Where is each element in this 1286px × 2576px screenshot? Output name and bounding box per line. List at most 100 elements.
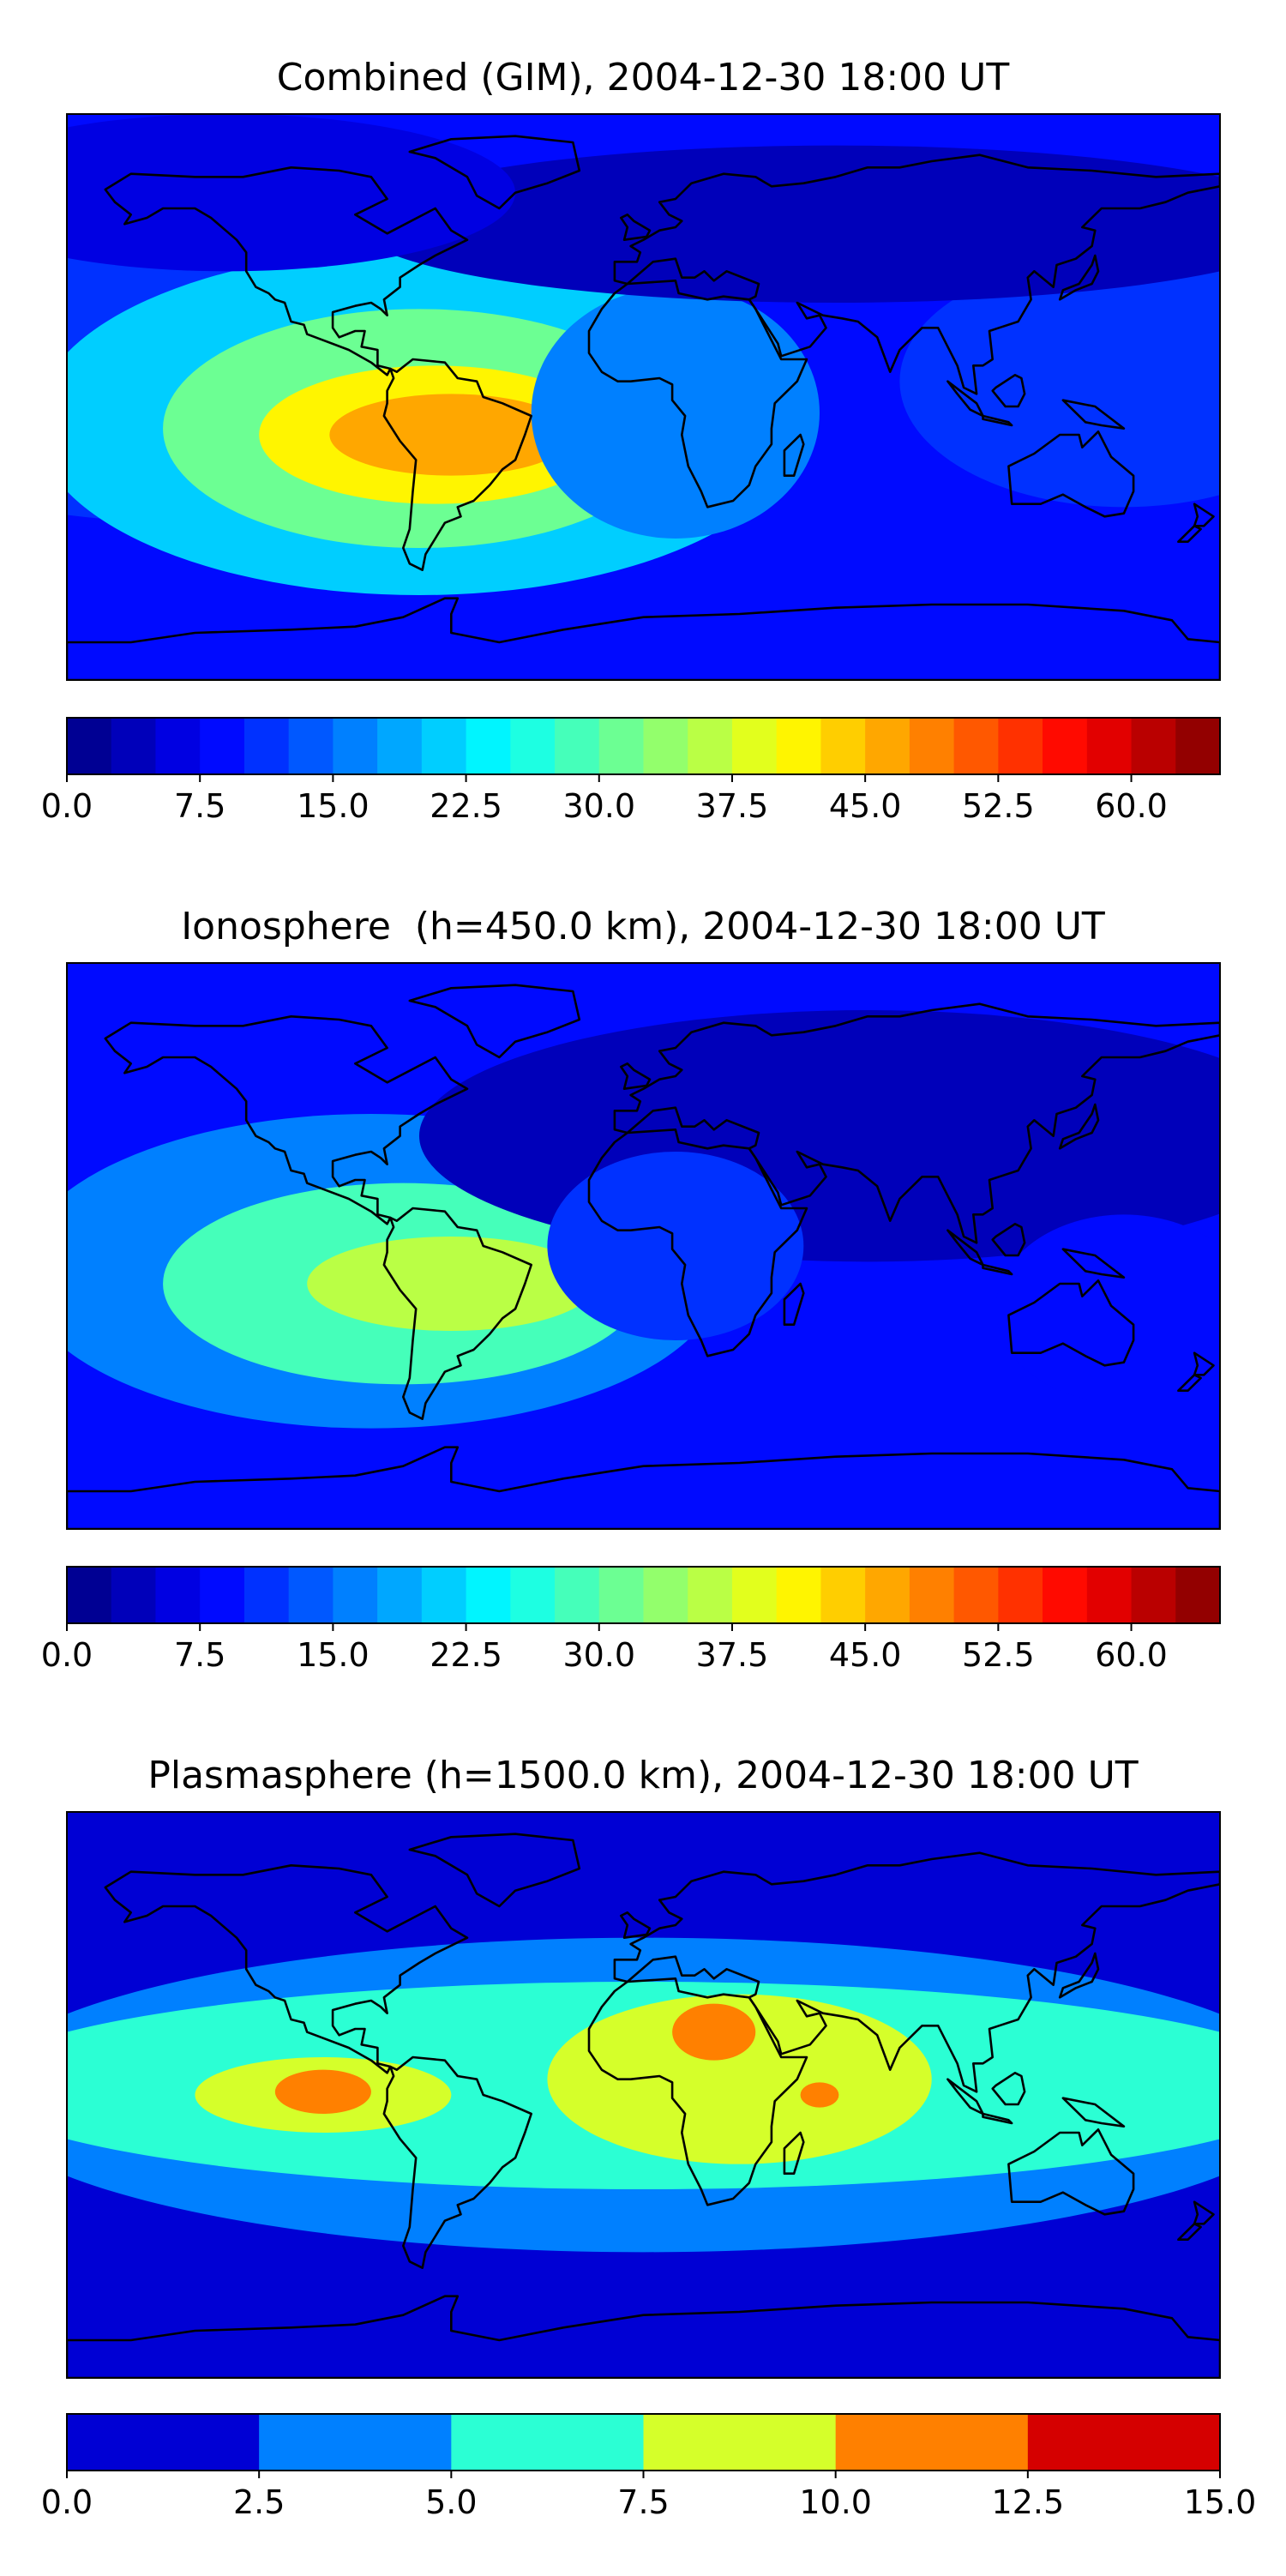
- coastline: [1061, 399, 1126, 430]
- colorbar-segment: [776, 1567, 822, 1623]
- colorbar-segment: [288, 1567, 334, 1623]
- coastline: [946, 1229, 984, 1267]
- colorbar-segment: [820, 718, 866, 774]
- colorbar-segment: [510, 718, 556, 774]
- colorbar-segment: [835, 2414, 1029, 2471]
- colorbar-tick-label: 45.0: [829, 787, 902, 825]
- coastline: [620, 1911, 652, 1939]
- coastline: [1007, 1279, 1135, 1367]
- coastline: [1193, 2200, 1215, 2225]
- colorbar-segment: [155, 718, 201, 774]
- colorbar-segment: [466, 718, 511, 774]
- colorbar-segment: [259, 2414, 452, 2471]
- colorbar-tick-label: 15.0: [297, 787, 370, 825]
- ionosphere-colorbar: 0.0 7.5 15.0 22.5 30.0 37.5 45.0 52.5 60.0: [41, 1566, 1221, 1674]
- colorbar-segment: [1131, 1567, 1176, 1623]
- plasmasphere-panel: Plasmasphere (h=1500.0 km), 2004-12-30 1…: [41, 1754, 1257, 2521]
- colorbar-tick-label: 15.0: [297, 1636, 370, 1674]
- colorbar-segment: [111, 1567, 157, 1623]
- colorbar-segment: [998, 718, 1043, 774]
- colorbar-segment: [1043, 718, 1088, 774]
- coastline: [783, 433, 805, 477]
- colorbar-segment: [333, 1567, 378, 1623]
- colorbar-segment: [377, 718, 423, 774]
- colorbar-segment: [67, 2414, 260, 2471]
- map-frame: [66, 962, 1221, 1530]
- colorbar-segment: [243, 718, 290, 774]
- field-contour-region: [547, 1994, 932, 2164]
- coastline: [1193, 503, 1215, 527]
- colorbar-segment: [111, 718, 157, 774]
- colorbar-segment: [776, 718, 822, 774]
- colorbar-tick-label: 30.0: [562, 1636, 635, 1674]
- colorbar-segment: [288, 718, 334, 774]
- coastline: [382, 1207, 532, 1420]
- colorbar-segment: [1175, 718, 1221, 774]
- colorbar-segment: [466, 1567, 511, 1623]
- colorbar-tick-label: 60.0: [1095, 1636, 1168, 1674]
- coastline: [1177, 1374, 1202, 1392]
- colorbar-segment: [421, 1567, 467, 1623]
- colorbar-segment: [953, 1567, 999, 1623]
- combined-gim-map: [66, 113, 1221, 681]
- colorbar-tick-label: 45.0: [829, 1636, 902, 1674]
- coastline: [408, 984, 581, 1059]
- coastline: [587, 1977, 808, 2206]
- colorbar-segment: [451, 2414, 645, 2471]
- colorbar-tick-label: 15.0: [1184, 2483, 1257, 2521]
- colorbar-segment: [243, 1567, 290, 1623]
- colorbar-tick-label: 12.5: [992, 2483, 1065, 2521]
- coastline: [104, 1015, 469, 1225]
- colorbar-segment: [820, 1567, 866, 1623]
- coastline: [1007, 430, 1135, 518]
- coastline: [991, 374, 1026, 408]
- colorbar-segment: [1086, 718, 1133, 774]
- colorbar-tick-label: 0.0: [41, 787, 93, 825]
- colorbar-tick-label: 22.5: [430, 1636, 502, 1674]
- field-contour-region: [899, 256, 1220, 508]
- coastline: [408, 135, 581, 210]
- coastlines: [67, 1833, 1220, 2378]
- coastline: [783, 1282, 805, 1326]
- colorbar-segment: [333, 718, 378, 774]
- coastlines: [67, 135, 1220, 680]
- ionosphere-panel: Ionosphere (h=450.0 km), 2004-12-30 18:0…: [41, 905, 1221, 1674]
- colorbar-segment: [200, 718, 245, 774]
- field-contour-region: [67, 114, 515, 272]
- colorbar-tick-label: 5.0: [425, 2483, 477, 2521]
- colorbar-segment: [865, 718, 910, 774]
- plasmasphere-map: [66, 1811, 1221, 2379]
- plasmasphere-colorbar: 0.0 2.5 5.0 7.5 10.0 12.5 15.0: [41, 2413, 1257, 2521]
- colorbar-segment: [1043, 1567, 1088, 1623]
- coastline: [991, 2072, 1026, 2106]
- colorbar-frame: [66, 1566, 1221, 1624]
- ionosphere-title: Ionosphere (h=450.0 km), 2004-12-30 18:0…: [181, 905, 1105, 948]
- coastline: [946, 2078, 984, 2116]
- coastline: [1058, 1952, 1100, 1999]
- field-layer: [67, 114, 1220, 680]
- colorbar-segment: [598, 1567, 645, 1623]
- colorbar-segment: [67, 718, 112, 774]
- colorbar-tick-label: 37.5: [696, 1636, 769, 1674]
- field-contour-region: [547, 1152, 804, 1340]
- coastline: [1007, 2128, 1135, 2216]
- coastline: [620, 214, 652, 241]
- field-contour-region: [274, 2069, 371, 2114]
- colorbar-segment: [731, 1567, 778, 1623]
- plasmasphere-title: Plasmasphere (h=1500.0 km), 2004-12-30 1…: [147, 1754, 1138, 1797]
- colorbar-segment: [643, 2414, 837, 2471]
- colorbar-segment: [200, 1567, 245, 1623]
- colorbar-segment: [998, 1567, 1043, 1623]
- coastline: [382, 2055, 532, 2269]
- field-layer: [67, 1812, 1220, 2378]
- coastlines: [67, 984, 1220, 1529]
- colorbar-segment: [155, 1567, 201, 1623]
- colorbar-segment: [510, 1567, 556, 1623]
- coastline: [982, 2112, 1013, 2125]
- ionosphere-map: [66, 962, 1221, 1530]
- coastline: [991, 1223, 1026, 1257]
- coastline: [1061, 1248, 1126, 1279]
- colorbar-segment: [1131, 718, 1176, 774]
- map-frame: [66, 113, 1221, 681]
- coastline: [1058, 1103, 1100, 1150]
